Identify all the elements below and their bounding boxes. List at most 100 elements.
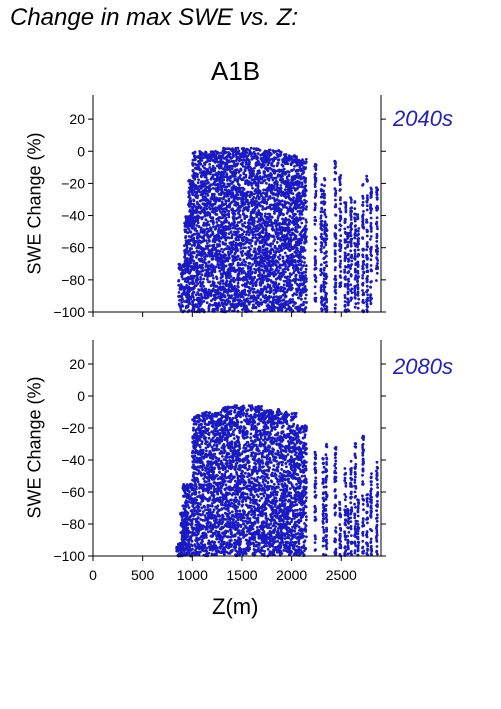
data-point <box>245 147 248 151</box>
data-point <box>191 164 195 167</box>
data-point <box>261 230 264 234</box>
data-point <box>346 286 350 289</box>
data-point <box>298 288 302 292</box>
data-point <box>256 194 260 197</box>
data-point <box>192 308 196 311</box>
data-point <box>195 279 199 283</box>
data-point <box>185 247 189 251</box>
data-point <box>251 284 255 287</box>
data-point <box>319 189 323 193</box>
data-point <box>244 206 248 209</box>
data-point <box>239 155 242 159</box>
data-point <box>198 190 201 194</box>
data-point <box>289 228 293 232</box>
data-point <box>313 285 317 289</box>
data-point <box>229 241 233 245</box>
data-point <box>256 148 260 152</box>
data-point <box>261 205 264 209</box>
data-point <box>339 224 343 228</box>
data-point <box>354 224 357 228</box>
data-point <box>299 169 303 173</box>
data-point <box>231 254 234 258</box>
data-point <box>217 230 220 233</box>
data-point <box>273 245 277 248</box>
data-point <box>254 283 258 287</box>
data-point <box>180 272 184 276</box>
data-point <box>215 275 218 279</box>
data-point <box>270 183 274 187</box>
data-point <box>207 199 211 203</box>
data-point <box>213 210 217 214</box>
data-point <box>191 206 195 210</box>
data-point <box>218 282 222 286</box>
data-point <box>206 181 209 185</box>
data-point <box>208 215 212 219</box>
data-point <box>339 262 342 265</box>
data-point <box>350 227 353 231</box>
data-point <box>252 250 256 254</box>
data-point <box>272 151 276 154</box>
data-point <box>183 255 187 259</box>
data-point <box>299 247 303 251</box>
data-point <box>319 235 323 239</box>
data-point <box>361 200 365 204</box>
data-point <box>252 299 255 303</box>
data-point <box>218 164 222 168</box>
data-point <box>213 158 217 161</box>
data-point <box>234 150 238 154</box>
data-point <box>183 244 186 248</box>
data-point <box>248 162 251 166</box>
data-point <box>206 278 209 281</box>
data-point <box>361 237 365 240</box>
data-point <box>313 292 317 295</box>
data-point <box>217 256 221 259</box>
data-point <box>268 224 272 227</box>
data-point <box>357 297 361 301</box>
data-point <box>213 183 217 187</box>
data-point <box>324 250 328 254</box>
data-point <box>266 263 270 267</box>
data-point <box>302 160 306 164</box>
data-point <box>197 233 201 236</box>
data-point <box>338 239 342 242</box>
data-point <box>198 161 202 165</box>
data-point <box>296 270 300 274</box>
data-point <box>234 238 238 242</box>
data-points <box>177 146 380 314</box>
data-point <box>258 281 262 285</box>
data-point <box>208 303 212 306</box>
data-point <box>334 161 337 165</box>
data-point <box>350 291 354 294</box>
data-point <box>246 198 249 202</box>
data-point <box>257 201 261 205</box>
data-point <box>227 182 231 186</box>
data-point <box>242 149 246 153</box>
data-point <box>203 171 207 175</box>
data-point <box>279 209 283 213</box>
data-point <box>231 164 234 168</box>
data-point <box>222 287 225 291</box>
data-point <box>231 302 235 306</box>
data-point <box>236 285 240 289</box>
data-point <box>290 169 293 172</box>
data-point <box>356 265 360 268</box>
data-point <box>222 185 226 189</box>
scenario-title: A1B <box>211 56 261 86</box>
data-point <box>353 267 357 271</box>
data-point <box>260 153 264 157</box>
data-point <box>283 251 287 255</box>
data-point <box>297 296 300 300</box>
data-point <box>217 226 221 230</box>
data-point <box>231 153 235 156</box>
data-point <box>287 265 290 268</box>
data-point <box>191 266 195 269</box>
data-point <box>277 308 281 311</box>
data-point <box>236 281 240 285</box>
data-point <box>217 208 221 211</box>
data-point <box>184 286 188 290</box>
data-point <box>276 201 279 205</box>
data-point <box>245 240 248 244</box>
data-point <box>257 179 260 183</box>
data-point <box>319 214 323 218</box>
data-point <box>269 242 273 246</box>
